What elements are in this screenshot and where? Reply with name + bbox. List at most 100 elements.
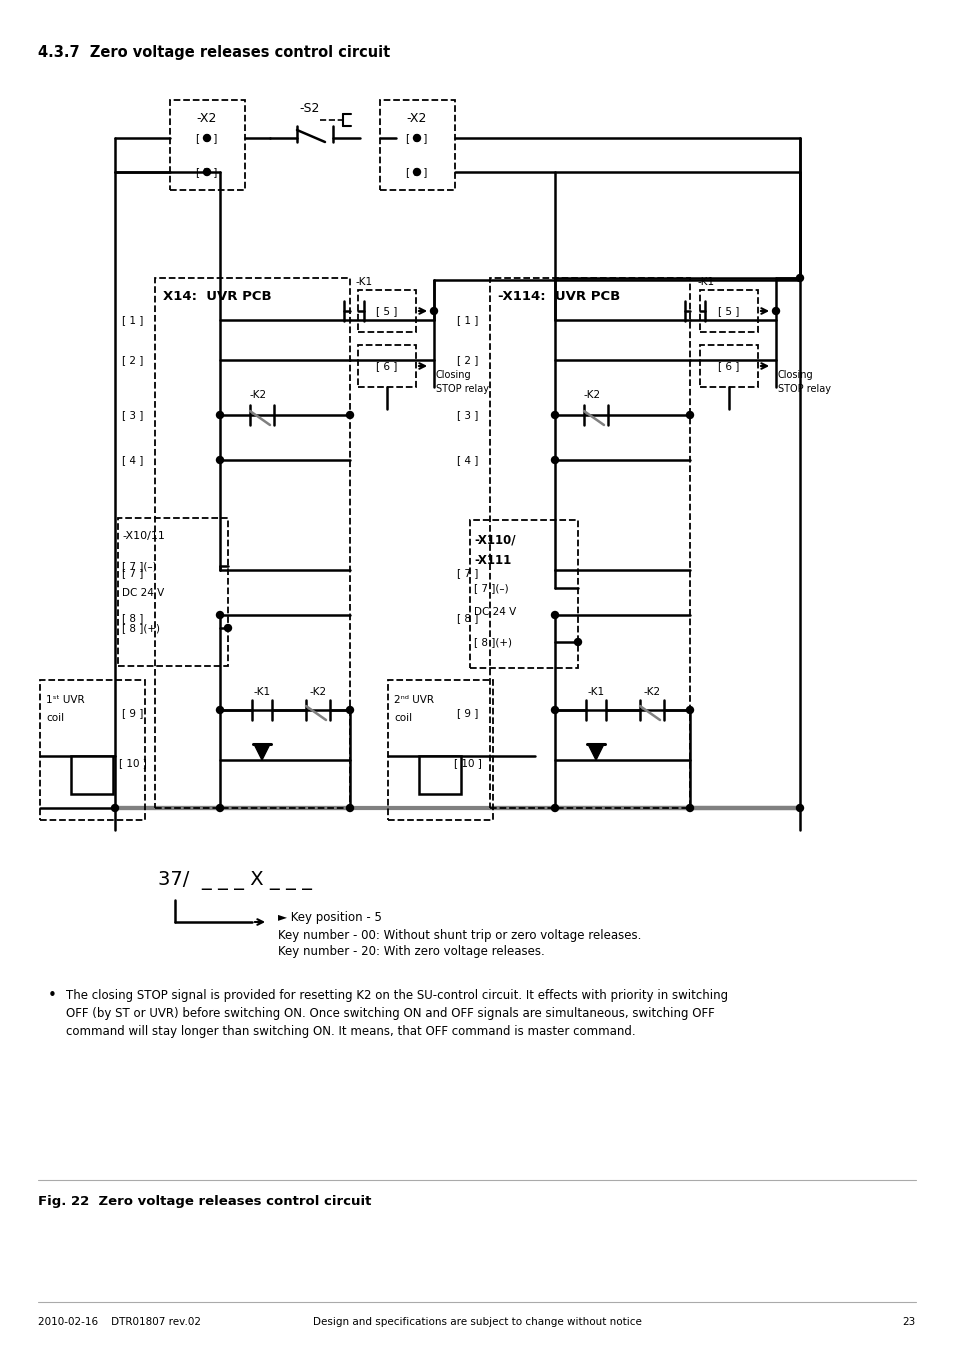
Text: STOP relay: STOP relay (778, 383, 830, 394)
Text: •: • (48, 987, 56, 1003)
Text: STOP relay: STOP relay (436, 383, 489, 394)
Text: [ 2 ]: [ 2 ] (456, 355, 478, 364)
Circle shape (686, 706, 693, 714)
Text: [ 5 ]: [ 5 ] (718, 306, 739, 316)
Text: coil: coil (394, 713, 412, 724)
Text: Closing: Closing (778, 370, 813, 379)
Text: OFF (by ST or UVR) before switching ON. Once switching ON and OFF signals are si: OFF (by ST or UVR) before switching ON. … (66, 1007, 714, 1019)
Text: -K2: -K2 (583, 390, 600, 400)
Text: 37/  _ _ _ X _ _ _: 37/ _ _ _ X _ _ _ (158, 871, 312, 890)
Circle shape (686, 412, 693, 418)
Text: [ 10 ]: [ 10 ] (119, 757, 147, 768)
Text: The closing STOP signal is provided for resetting K2 on the SU-control circuit. : The closing STOP signal is provided for … (66, 988, 727, 1002)
Circle shape (112, 805, 118, 811)
Text: [ 7 ]: [ 7 ] (456, 568, 478, 578)
Bar (379, 100, 455, 190)
Circle shape (796, 274, 802, 282)
Text: [ 9 ]: [ 9 ] (122, 707, 144, 718)
Text: [ 9 ]: [ 9 ] (406, 167, 427, 177)
Text: 23: 23 (902, 1318, 915, 1327)
Text: 2010-02-16    DTR01807 rev.02: 2010-02-16 DTR01807 rev.02 (38, 1318, 201, 1327)
Text: -X110/: -X110/ (474, 533, 515, 547)
Text: -K1: -K1 (355, 277, 373, 288)
Bar (40, 680, 145, 819)
Bar (418, 756, 460, 794)
Text: -X10/11: -X10/11 (122, 531, 165, 541)
Bar (170, 100, 245, 190)
Polygon shape (587, 744, 603, 760)
Text: [ 5 ]: [ 5 ] (375, 306, 397, 316)
Text: [ 9 ]: [ 9 ] (456, 707, 478, 718)
Text: [ 3 ]: [ 3 ] (456, 410, 478, 420)
Circle shape (216, 706, 223, 714)
Text: -X2: -X2 (406, 112, 427, 124)
Bar (357, 290, 416, 332)
Circle shape (346, 412, 354, 418)
Text: [ 2 ]: [ 2 ] (122, 355, 144, 364)
Text: coil: coil (46, 713, 64, 724)
Text: -K1: -K1 (698, 277, 715, 288)
Text: [ 7 ]: [ 7 ] (196, 167, 217, 177)
Text: [ 8 ](+): [ 8 ](+) (474, 637, 512, 647)
Circle shape (551, 706, 558, 714)
Circle shape (772, 308, 779, 315)
Text: [ 7 ](–): [ 7 ](–) (122, 562, 156, 571)
Circle shape (346, 805, 354, 811)
Circle shape (551, 456, 558, 463)
Bar (388, 680, 493, 819)
Text: command will stay longer than switching ON. It means, that OFF command is master: command will stay longer than switching … (66, 1025, 635, 1038)
Text: -K1: -K1 (587, 687, 604, 697)
Text: [ 8 ]: [ 8 ] (406, 134, 427, 143)
Text: -K2: -K2 (249, 390, 266, 400)
Text: Key number - 20: With zero voltage releases.: Key number - 20: With zero voltage relea… (277, 945, 544, 958)
Text: -K2: -K2 (642, 687, 659, 697)
Text: Fig. 22  Zero voltage releases control circuit: Fig. 22 Zero voltage releases control ci… (38, 1196, 371, 1208)
Circle shape (551, 412, 558, 418)
Circle shape (430, 308, 437, 315)
Text: ► Key position - 5: ► Key position - 5 (277, 911, 381, 925)
Circle shape (216, 805, 223, 811)
Text: Key number - 00: Without shunt trip or zero voltage releases.: Key number - 00: Without shunt trip or z… (277, 930, 640, 942)
Text: [ 3 ]: [ 3 ] (122, 410, 144, 420)
Text: [ 8 ]: [ 8 ] (456, 613, 478, 622)
Bar (700, 290, 758, 332)
Text: 2ⁿᵈ UVR: 2ⁿᵈ UVR (394, 695, 434, 705)
Text: [ 6 ]: [ 6 ] (375, 360, 397, 371)
Text: -X114:  UVR PCB: -X114: UVR PCB (497, 289, 619, 302)
Text: [ 1 ]: [ 1 ] (122, 315, 144, 325)
Text: X14:  UVR PCB: X14: UVR PCB (163, 289, 272, 302)
Circle shape (216, 456, 223, 463)
Text: -X111: -X111 (474, 554, 511, 567)
Circle shape (203, 169, 211, 176)
Text: Design and specifications are subject to change without notice: Design and specifications are subject to… (313, 1318, 640, 1327)
Circle shape (413, 135, 420, 142)
Text: [ 10 ]: [ 10 ] (454, 757, 481, 768)
Text: [ 6 ]: [ 6 ] (196, 134, 217, 143)
Text: [ 4 ]: [ 4 ] (456, 455, 478, 464)
Circle shape (216, 412, 223, 418)
Circle shape (574, 639, 581, 645)
Text: 4.3.7  Zero voltage releases control circuit: 4.3.7 Zero voltage releases control circ… (38, 45, 390, 59)
Bar (118, 518, 228, 666)
Circle shape (224, 625, 232, 632)
Text: [ 8 ]: [ 8 ] (122, 613, 144, 622)
Bar (357, 346, 416, 387)
Bar (490, 278, 689, 809)
Circle shape (216, 612, 223, 618)
Circle shape (686, 805, 693, 811)
Text: [ 1 ]: [ 1 ] (456, 315, 478, 325)
Text: [ 7 ]: [ 7 ] (122, 568, 144, 578)
Text: [ 4 ]: [ 4 ] (122, 455, 144, 464)
Polygon shape (253, 744, 270, 760)
Circle shape (551, 805, 558, 811)
Bar (154, 278, 350, 809)
Bar (71, 756, 112, 794)
Text: [ 8 ](+): [ 8 ](+) (122, 622, 160, 633)
Text: -X2: -X2 (196, 112, 217, 124)
Bar (470, 520, 578, 668)
Text: -K1: -K1 (253, 687, 271, 697)
Circle shape (796, 805, 802, 811)
Text: Closing: Closing (436, 370, 471, 379)
Text: [ 7 ](–): [ 7 ](–) (474, 583, 508, 593)
Circle shape (346, 706, 354, 714)
